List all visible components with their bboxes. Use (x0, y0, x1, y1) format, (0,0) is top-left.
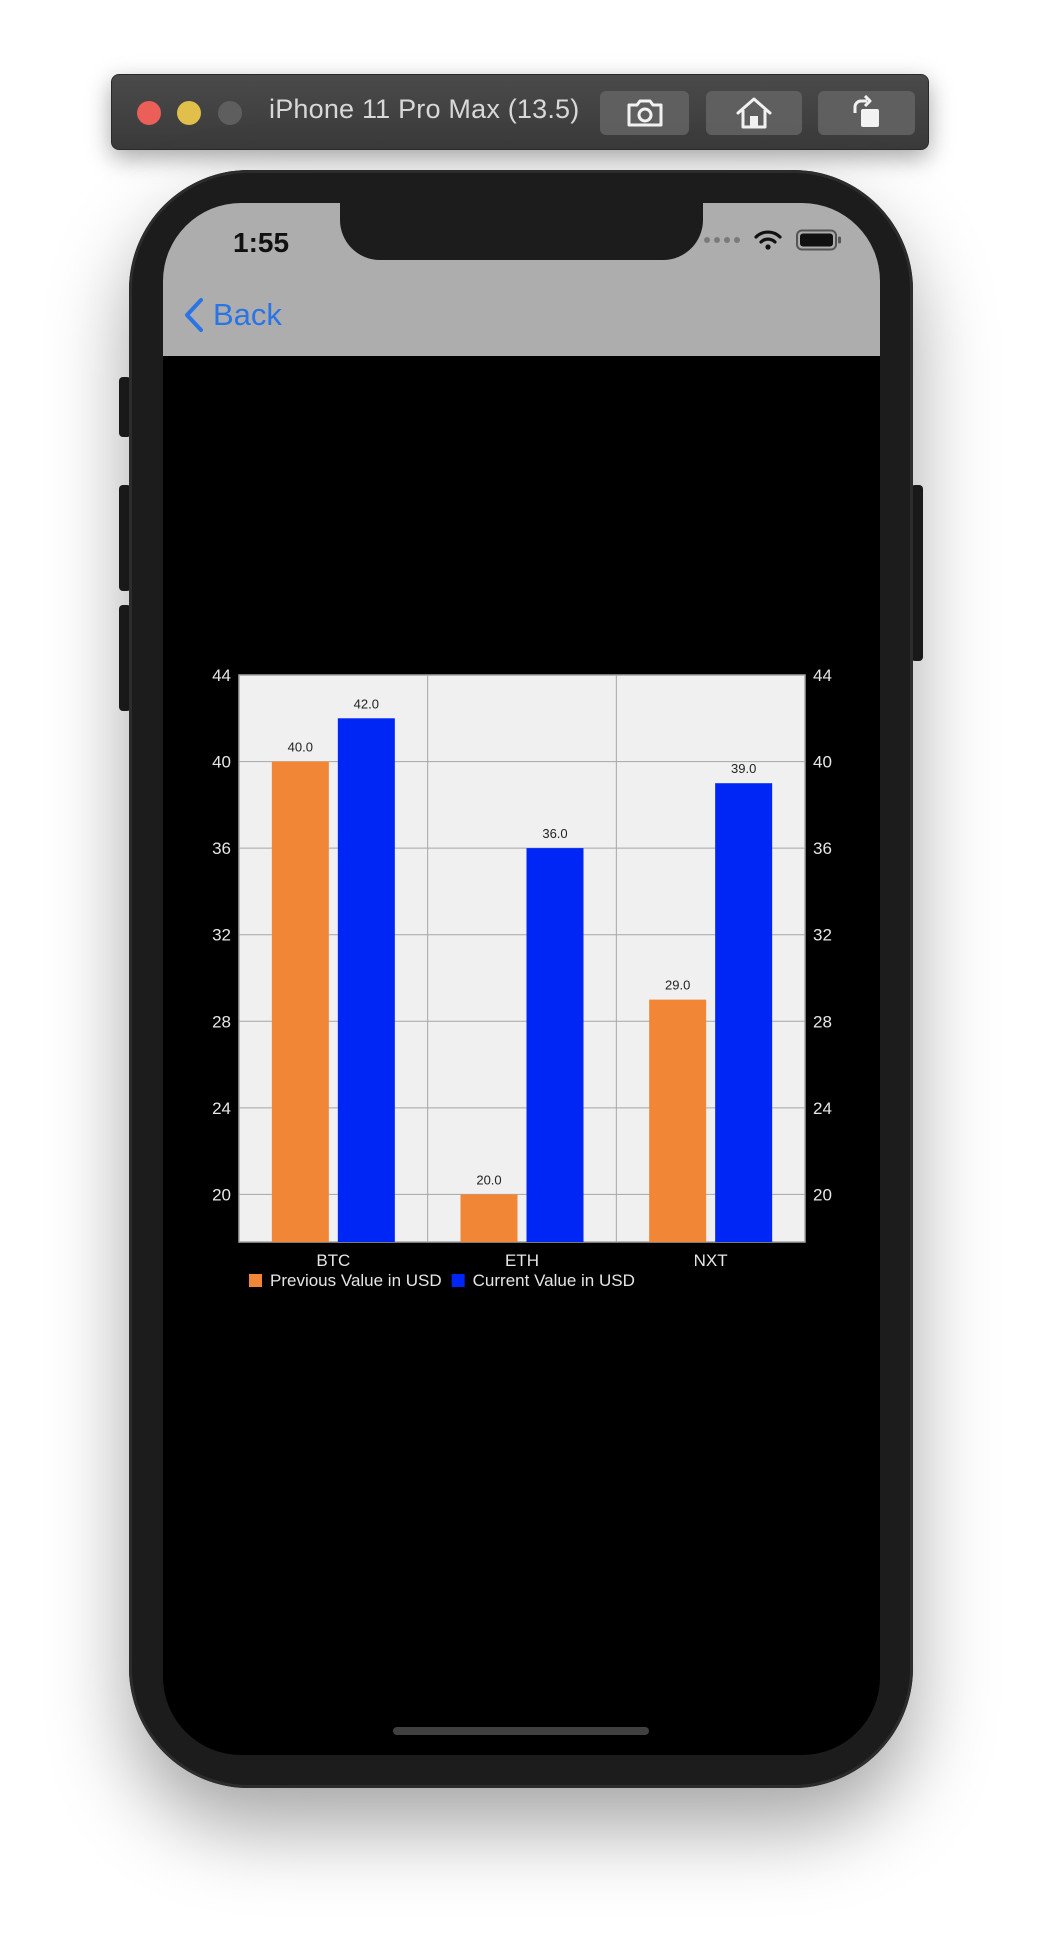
data-label: 42.0 (354, 696, 379, 711)
legend-label: Previous Value in USD (270, 1271, 442, 1290)
data-label: 39.0 (731, 761, 756, 776)
home-icon (736, 97, 772, 129)
y-tick-label-left: 32 (212, 926, 231, 945)
volume-up-button (119, 485, 131, 591)
power-button (911, 485, 923, 661)
x-tick-label: NXT (694, 1251, 728, 1270)
data-label: 20.0 (476, 1172, 501, 1187)
notch (340, 203, 703, 260)
legend-swatch-previous (249, 1274, 262, 1287)
y-tick-label-right: 28 (813, 1012, 832, 1031)
y-tick-label-right: 24 (813, 1099, 832, 1118)
volume-down-button (119, 605, 131, 711)
y-tick-label-left: 28 (212, 1012, 231, 1031)
screenshot-button[interactable] (600, 91, 689, 135)
battery-icon (796, 229, 841, 251)
simulator-title: iPhone 11 Pro Max (13.5) (269, 94, 580, 124)
zoom-window-button[interactable] (218, 101, 242, 125)
back-label: Back (213, 297, 282, 332)
bar-nxt-current (715, 783, 773, 1242)
home-indicator[interactable] (393, 1727, 649, 1735)
data-label: 29.0 (665, 978, 690, 993)
plot-border (238, 674, 806, 1243)
data-label: 36.0 (542, 826, 567, 841)
x-tick-label: BTC (316, 1251, 350, 1270)
plot-area (239, 675, 805, 1242)
phone-screen: 1:55 Back 20 20 24 24 28 28 32 32 36 36 40 40 44 4 (163, 203, 880, 1755)
status-time: 1:55 (233, 227, 290, 258)
y-tick-label-left: 20 (212, 1185, 231, 1204)
close-window-button[interactable] (137, 101, 161, 125)
rotate-icon (853, 95, 879, 127)
bar-nxt-previous (649, 999, 707, 1242)
minimize-window-button[interactable] (177, 101, 201, 125)
x-tick-label: ETH (505, 1251, 539, 1270)
bar-btc-previous (271, 761, 329, 1242)
y-tick-label-right: 40 (813, 753, 832, 772)
back-button[interactable]: Back (183, 297, 282, 333)
data-label: 40.0 (288, 740, 313, 755)
home-button[interactable] (706, 91, 802, 135)
legend-label: Current Value in USD (473, 1271, 635, 1290)
wifi-icon (754, 230, 782, 250)
bar-chart: 20 20 24 24 28 28 32 32 36 36 40 40 44 44 40.0 42.0 BTC 2… (212, 666, 832, 1290)
y-tick-label-left: 24 (212, 1099, 231, 1118)
chevron-left-icon (185, 298, 203, 332)
mute-switch (119, 377, 131, 437)
y-tick-label-right: 32 (813, 926, 832, 945)
status-icons (704, 229, 842, 251)
y-tick-label-left: 40 (212, 753, 231, 772)
cellular-signal-icon (704, 237, 740, 243)
simulator-toolbar: iPhone 11 Pro Max (13.5) (111, 74, 929, 150)
y-tick-label-right: 44 (813, 666, 832, 685)
bar-eth-previous (460, 1194, 518, 1242)
y-tick-label-right: 36 (813, 839, 832, 858)
y-tick-label-right: 20 (813, 1185, 832, 1204)
rotate-button[interactable] (818, 91, 915, 135)
bar-eth-current (526, 848, 584, 1242)
y-tick-label-left: 44 (212, 666, 231, 685)
legend-swatch-current (451, 1274, 465, 1287)
y-tick-label-left: 36 (212, 839, 231, 858)
screenshot-icon (627, 99, 662, 127)
bar-btc-current (337, 718, 395, 1242)
